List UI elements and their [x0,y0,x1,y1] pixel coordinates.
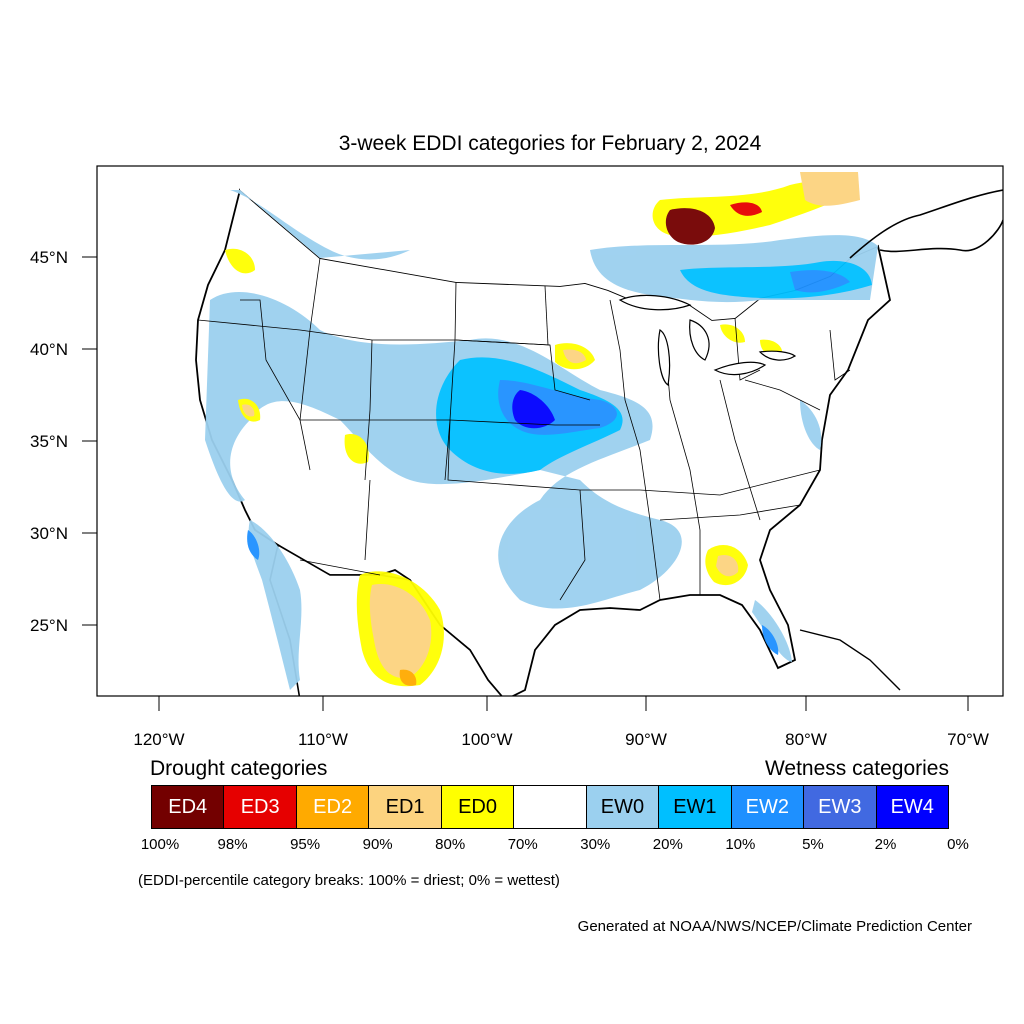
lat-label-35: 35°N [30,432,68,451]
canada-coastline [849,189,1003,259]
legend-tick: 80% [435,836,466,853]
category-breaks-note: (EDDI-percentile category breaks: 100% =… [138,872,560,889]
florida-keys [799,629,901,691]
legend-box-ed2: ED2 [296,786,370,828]
legend-tick: 2% [874,836,897,853]
legend-box-ew4: EW4 [876,786,948,828]
state-boundaries [197,257,851,601]
legend-tick: 5% [802,836,824,853]
map-title: 3-week EDDI categories for February 2, 2… [338,132,762,155]
lon-ticks [158,696,969,711]
legend-tick: 20% [652,836,683,853]
eddi-category-fields [205,172,878,690]
wetness-categories-heading: Wetness categories [764,757,949,780]
legend-box-ed3: ED3 [224,786,297,828]
lon-label-70: 70°W [947,730,989,749]
legend-tick: 95% [290,836,321,853]
legend-box-ed1: ED1 [369,786,442,828]
legend-tick: 70% [507,836,538,853]
legend-tick: 90% [362,836,393,853]
drought-categories-heading: Drought categories [150,757,328,780]
credit-line: Generated at NOAA/NWS/NCEP/Climate Predi… [577,918,972,935]
great-lakes [618,294,797,386]
lon-label-90: 90°W [625,730,667,749]
legend-box-ed4: ED4 [152,786,225,828]
legend-box-ed0: ED0 [441,786,515,828]
legend-box-ew0: EW0 [586,786,660,828]
lat-label-25: 25°N [30,616,68,635]
lat-label-40: 40°N [30,340,68,359]
legend-tick: 98% [217,836,248,853]
lat-label-45: 45°N [30,248,68,267]
legend-box-ew2: EW2 [731,786,805,828]
legend-tick: 0% [947,836,969,853]
legend-color-bar: ED4 ED3 ED2 ED1 ED0 EW0 EW1 EW2 EW3 EW4 [151,785,949,829]
lon-label-120: 120°W [133,730,184,749]
map-frame [96,165,1004,697]
lon-label-110: 110°W [298,730,348,749]
legend-tick: 100% [140,836,180,853]
legend-box-ew3: EW3 [804,786,877,828]
legend-tick: 10% [725,836,756,853]
lon-label-80: 80°W [785,730,827,749]
lon-label-100: 100°W [461,730,512,749]
lat-label-30: 30°N [30,524,68,543]
legend-box-neutral [514,786,587,828]
lat-ticks [82,256,97,626]
eddi-map: 45°N 40°N 35°N 30°N 25°N 120°W 110°W 100… [30,165,1004,749]
legend-box-ew1: EW1 [659,786,732,828]
legend-tick: 30% [580,836,611,853]
